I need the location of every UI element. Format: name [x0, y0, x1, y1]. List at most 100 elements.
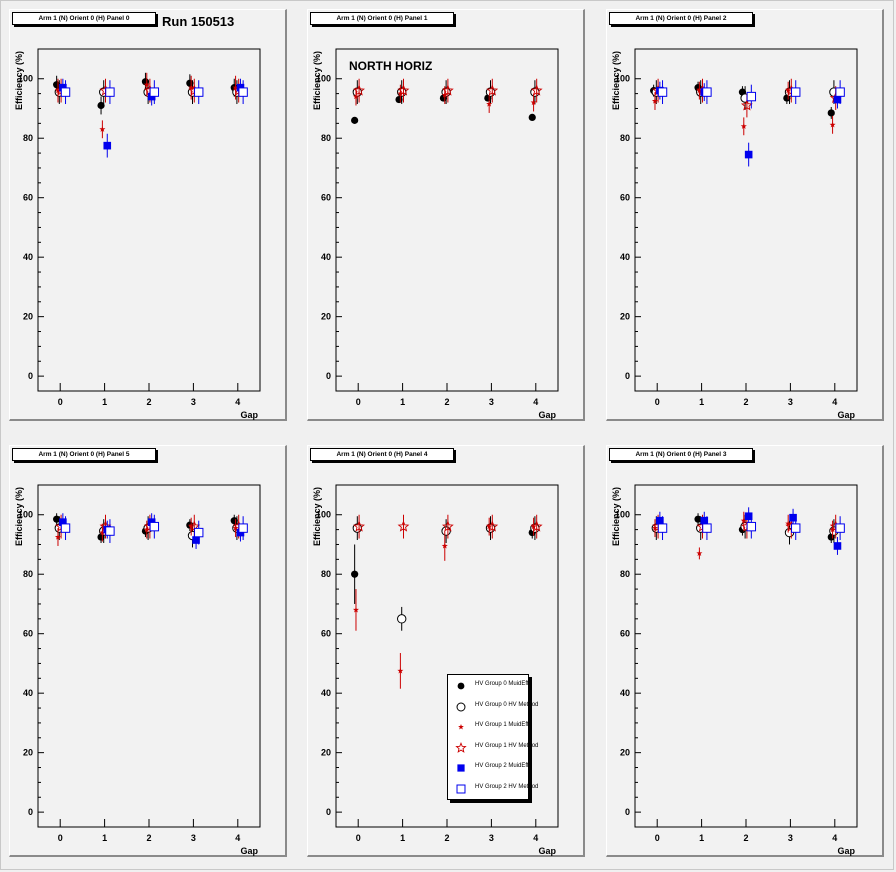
legend-entry: HV Group 1 HV Method [448, 737, 538, 757]
y-tick-label: 20 [23, 312, 33, 322]
data-point [791, 523, 801, 533]
star-filled-icon [458, 723, 464, 730]
data-point [530, 99, 537, 106]
x-tick-label: 2 [146, 833, 151, 843]
data-point [829, 526, 836, 533]
y-tick-label: 80 [321, 569, 331, 579]
data-point [740, 99, 753, 111]
legend-entry: HV Group 0 HV Method [448, 696, 538, 716]
y-tick-label: 80 [620, 133, 630, 143]
x-tick-label: 0 [356, 397, 361, 407]
data-point [651, 97, 659, 104]
data-point [829, 121, 836, 128]
y-axis-label: Efficiency (%) [611, 487, 621, 546]
x-tick-label: 0 [356, 833, 361, 843]
data-point [746, 91, 757, 102]
data-point [143, 526, 150, 533]
y-axis-label: Efficiency (%) [312, 487, 322, 546]
data-point [486, 520, 499, 532]
x-tick-label: 0 [58, 397, 63, 407]
region-label: NORTH HORIZ [349, 59, 433, 73]
data-point [789, 513, 797, 522]
data-point [232, 524, 239, 531]
x-axis-label: Gap [538, 410, 556, 420]
panel-title: Arm 1 (N) Orient 0 (H) Panel 3 [609, 448, 753, 461]
y-tick-label: 0 [326, 807, 331, 817]
x-tick-label: 1 [400, 833, 405, 843]
series-0 [694, 513, 835, 543]
x-tick-label: 4 [533, 397, 538, 407]
y-tick-label: 40 [620, 688, 630, 698]
data-point [149, 521, 160, 532]
legend-label: HV Group 2 HV Method [475, 783, 539, 790]
x-tick-label: 1 [699, 833, 704, 843]
data-point [105, 526, 115, 536]
data-point [397, 667, 404, 674]
x-tick-label: 3 [191, 397, 196, 407]
data-point [833, 95, 842, 104]
panel-title: Arm 1 (N) Orient 0 (H) Panel 0 [12, 12, 156, 25]
data-point [441, 84, 454, 96]
legend-label: HV Group 0 MuidEff [475, 681, 529, 687]
y-tick-label: 20 [23, 748, 33, 758]
x-tick-label: 2 [743, 833, 748, 843]
y-tick-label: 80 [23, 133, 33, 143]
x-tick-label: 1 [400, 397, 405, 407]
data-point [694, 515, 702, 523]
data-point [149, 87, 160, 97]
data-point [397, 84, 410, 96]
panel-0: Arm 1 (N) Orient 0 (H) Panel 0 0 20 40 60 80 1… [9, 9, 287, 421]
run-label: Run 150513 [162, 14, 235, 29]
data-point [700, 516, 709, 525]
x-tick-label: 3 [191, 833, 196, 843]
y-tick-label: 60 [620, 629, 630, 639]
plot-frame [37, 484, 261, 828]
x-tick-label: 3 [788, 397, 793, 407]
y-tick-label: 100 [18, 74, 33, 84]
data-point [744, 150, 753, 159]
x-tick-label: 3 [489, 833, 494, 843]
data-point [232, 84, 239, 91]
data-point [97, 101, 105, 110]
data-point [833, 542, 842, 550]
y-tick-label: 20 [321, 312, 331, 322]
data-point [397, 90, 404, 97]
data-point [194, 87, 204, 97]
data-point [651, 524, 659, 531]
data-point [238, 523, 248, 533]
data-point [60, 87, 71, 97]
y-tick-label: 100 [615, 74, 630, 84]
legend-entry: HV Group 2 HV Method [448, 778, 538, 798]
panel-4: Arm 1 (N) Orient 0 (H) Panel 4 0 20 40 60 80 1… [307, 445, 585, 857]
data-point [238, 87, 248, 97]
data-point [791, 87, 801, 97]
x-tick-label: 2 [444, 397, 449, 407]
data-point [657, 523, 668, 533]
plot-frame [634, 48, 858, 392]
y-tick-label: 0 [28, 807, 33, 817]
data-point [397, 614, 407, 624]
x-tick-label: 4 [832, 397, 837, 407]
panel-5: Arm 1 (N) Orient 0 (H) Panel 3 0 20 40 60 80 1… [606, 445, 884, 857]
data-point [352, 606, 360, 613]
data-point [785, 520, 792, 527]
panel-title: Arm 1 (N) Orient 0 (H) Panel 4 [310, 448, 454, 461]
data-point [740, 123, 747, 129]
y-tick-label: 0 [28, 371, 33, 381]
data-point [528, 113, 536, 121]
y-tick-label: 0 [625, 371, 630, 381]
data-point [744, 512, 753, 521]
y-tick-label: 80 [321, 133, 331, 143]
x-tick-label: 3 [788, 833, 793, 843]
data-point [835, 87, 845, 97]
series-2 [54, 72, 239, 139]
data-point [188, 84, 195, 91]
data-point [105, 87, 115, 97]
x-tick-label: 1 [102, 833, 107, 843]
x-tick-label: 2 [743, 397, 748, 407]
panel-title: Arm 1 (N) Orient 0 (H) Panel 2 [609, 12, 753, 25]
series-5 [657, 80, 845, 109]
